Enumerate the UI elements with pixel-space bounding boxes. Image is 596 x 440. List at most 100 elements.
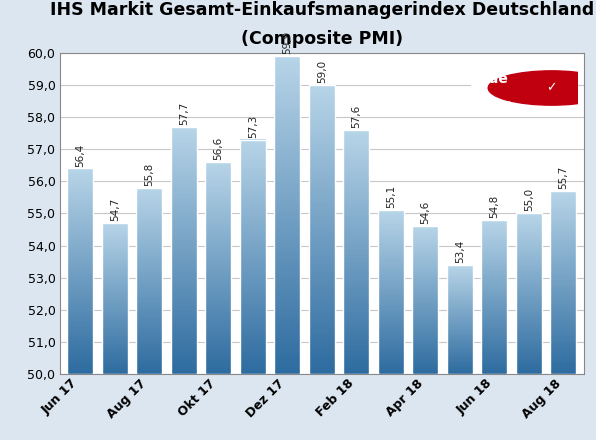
Bar [67, 314, 93, 315]
Bar [274, 122, 300, 124]
Bar [309, 237, 335, 239]
Bar [136, 291, 162, 292]
Bar [482, 286, 507, 288]
Bar [102, 321, 128, 322]
Bar [516, 317, 542, 318]
Bar [309, 156, 335, 158]
Bar [240, 141, 266, 143]
Bar [206, 194, 231, 196]
Bar [516, 228, 542, 230]
Bar [343, 144, 370, 146]
Bar [171, 138, 197, 140]
Bar [274, 234, 300, 236]
Bar [240, 310, 266, 312]
Bar [447, 350, 473, 351]
Bar [206, 240, 231, 241]
Bar [343, 293, 370, 294]
Bar [67, 312, 93, 314]
Bar [516, 283, 542, 284]
Bar [102, 329, 128, 330]
Bar [102, 266, 128, 268]
Bar [274, 179, 300, 181]
Bar [447, 351, 473, 352]
Bar [482, 229, 507, 230]
Bar [102, 340, 128, 341]
Bar [309, 372, 335, 374]
Bar [343, 141, 370, 143]
Bar [309, 87, 335, 89]
Bar [447, 313, 473, 314]
Bar [516, 253, 542, 254]
Bar [136, 240, 162, 241]
Bar [240, 143, 266, 144]
Bar [67, 371, 93, 373]
Bar [343, 348, 370, 350]
Bar [102, 257, 128, 258]
Bar [516, 284, 542, 285]
Bar [136, 324, 162, 326]
Bar [240, 282, 266, 283]
Bar [309, 222, 335, 224]
Bar [378, 242, 404, 243]
Bar [343, 202, 370, 203]
Bar [343, 279, 370, 281]
Bar [412, 259, 438, 260]
Bar [412, 336, 438, 337]
Bar [240, 275, 266, 277]
Bar [482, 319, 507, 321]
Bar [309, 337, 335, 339]
Bar [274, 334, 300, 336]
Bar [551, 369, 576, 370]
Bar [274, 346, 300, 348]
Bar [482, 366, 507, 367]
Bar [516, 331, 542, 332]
Bar [378, 224, 404, 225]
Bar [309, 357, 335, 359]
Bar [274, 200, 300, 202]
Bar [516, 238, 542, 239]
Bar [551, 199, 576, 201]
Bar [482, 221, 507, 222]
Bar [171, 268, 197, 270]
Bar [240, 312, 266, 313]
Bar [343, 319, 370, 320]
Bar [378, 290, 404, 291]
Bar [343, 148, 370, 150]
Bar [206, 163, 231, 165]
Bar [136, 347, 162, 348]
Bar [102, 224, 128, 225]
Bar [309, 287, 335, 289]
Bar [343, 314, 370, 315]
Bar [343, 363, 370, 364]
Bar [378, 336, 404, 337]
Bar [206, 282, 231, 283]
Bar [516, 345, 542, 346]
Bar [551, 330, 576, 331]
Bar [240, 177, 266, 179]
Bar [551, 358, 576, 359]
Bar [171, 242, 197, 244]
Bar [447, 288, 473, 289]
Bar [67, 214, 93, 215]
Bar [206, 206, 231, 207]
Bar [482, 273, 507, 274]
Bar [343, 229, 370, 231]
Bar [447, 304, 473, 305]
Bar [171, 319, 197, 321]
Bar [171, 128, 197, 130]
Bar [551, 234, 576, 235]
Bar [240, 171, 266, 172]
Bar [102, 236, 128, 237]
Bar [240, 258, 266, 260]
Bar [412, 289, 438, 290]
Bar [343, 323, 370, 325]
Bar [551, 218, 576, 219]
Bar [274, 183, 300, 185]
Bar [274, 213, 300, 215]
Bar [309, 112, 335, 114]
Bar [136, 323, 162, 324]
Bar [447, 343, 473, 344]
Bar [136, 198, 162, 199]
Bar [171, 133, 197, 135]
Bar [171, 227, 197, 229]
